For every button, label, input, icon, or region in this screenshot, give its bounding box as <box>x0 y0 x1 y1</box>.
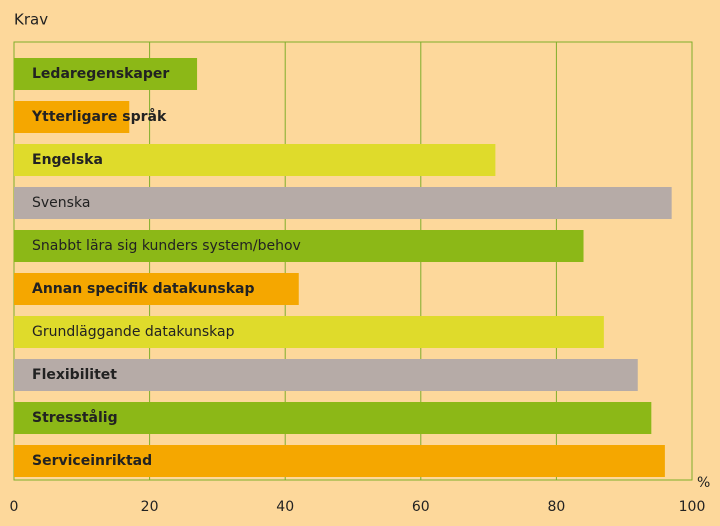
bar-label: Engelska <box>32 152 103 168</box>
bar-label: Serviceinriktad <box>32 453 152 469</box>
bar <box>14 359 638 391</box>
bar <box>14 58 198 90</box>
bar <box>14 273 299 305</box>
x-tick-label: 40 <box>276 499 294 515</box>
bar <box>14 316 604 348</box>
x-tick-label: 0 <box>10 499 19 515</box>
bar <box>14 144 496 176</box>
bar <box>14 402 652 434</box>
bar-label: Grundläggande datakunskap <box>32 324 235 340</box>
bar <box>14 101 130 133</box>
x-unit: % <box>697 475 710 491</box>
x-tick-label: 80 <box>547 499 565 515</box>
bar <box>14 187 672 219</box>
chart-title: Krav <box>14 11 48 29</box>
bar-label: Flexibilitet <box>32 367 117 383</box>
bar <box>14 230 584 262</box>
bar-label: Snabbt lära sig kunders system/behov <box>32 238 301 254</box>
x-tick-label: 20 <box>141 499 159 515</box>
x-tick-label: 60 <box>412 499 430 515</box>
bar <box>14 445 665 477</box>
bar-label: Svenska <box>32 195 90 211</box>
bar-label: Ledaregenskaper <box>32 66 169 82</box>
bar-label: Annan specifik datakunskap <box>32 281 255 297</box>
x-tick-label: 100 <box>679 499 706 515</box>
bar-label: Stresstålig <box>32 409 118 426</box>
bar-label: Ytterligare språk <box>31 108 167 125</box>
